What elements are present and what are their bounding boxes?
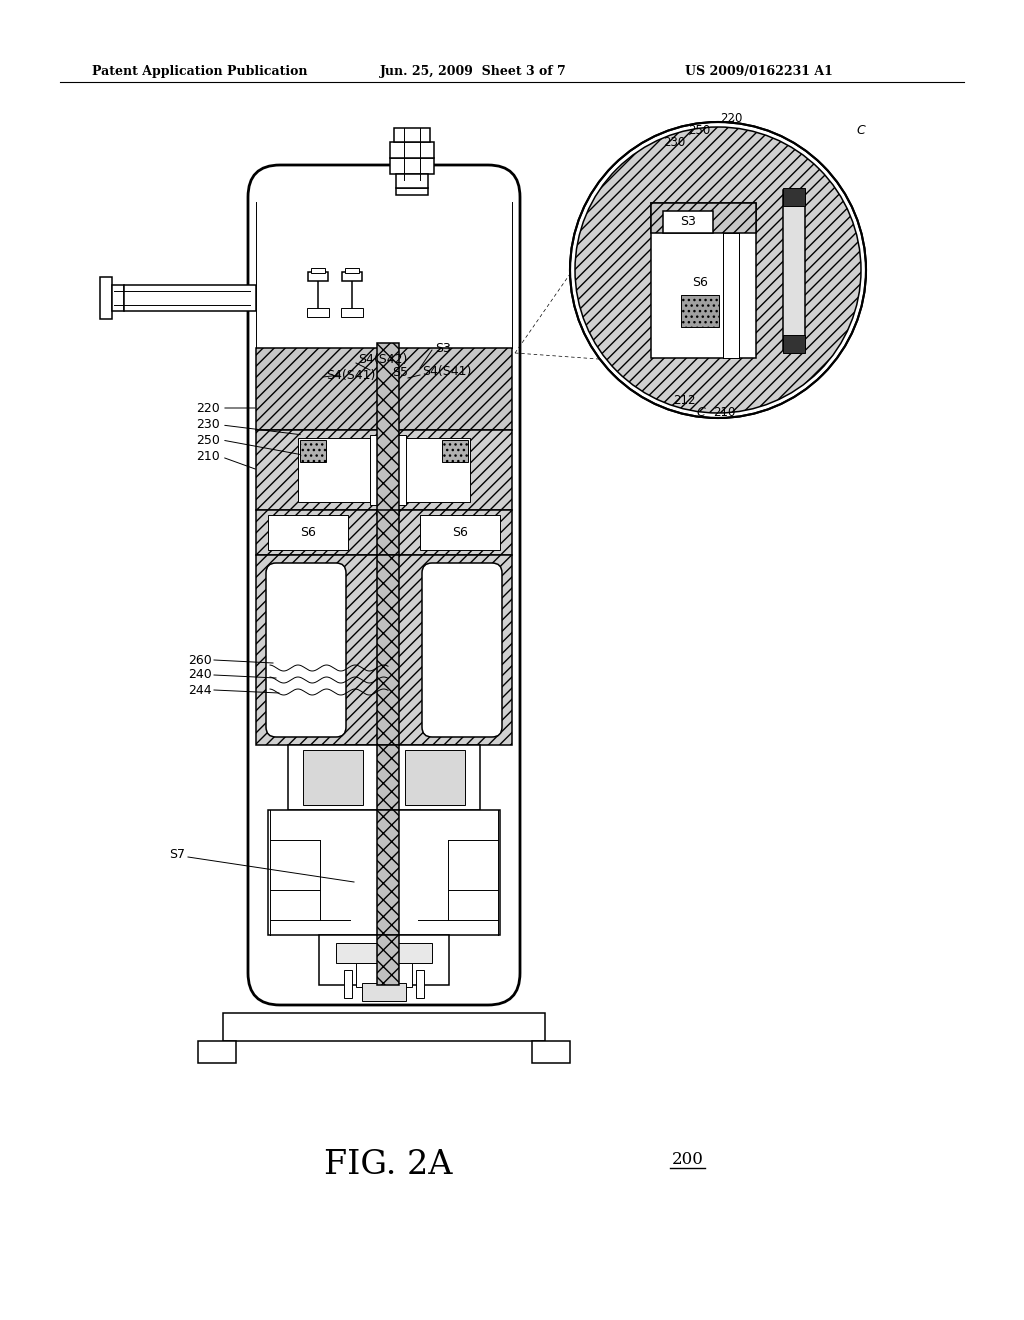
Text: 260: 260 [188,653,212,667]
Bar [345,268,359,273]
Text: 210: 210 [197,450,220,463]
Bar [124,285,256,312]
Bar [723,232,739,358]
FancyBboxPatch shape [422,564,502,737]
Text: S4(S41): S4(S41) [326,368,376,381]
Bar [783,190,805,350]
Bar [256,510,512,554]
Bar [198,1041,236,1063]
Bar [100,277,112,319]
Bar [663,210,713,232]
Text: 200: 200 [672,1151,703,1168]
Text: S4(S42): S4(S42) [358,354,408,367]
Bar [356,964,412,987]
Bar [362,983,406,1001]
Text: S7: S7 [169,849,185,862]
Bar [783,187,805,206]
Text: 212: 212 [673,393,695,407]
Bar [377,343,399,515]
Text: S6: S6 [692,276,708,289]
Bar [420,515,500,550]
FancyBboxPatch shape [266,564,346,737]
Bar [783,335,805,352]
Bar [288,744,480,810]
Text: S3: S3 [435,342,451,355]
Bar [377,935,399,985]
Bar [390,143,434,158]
Bar [303,750,362,805]
Bar [681,294,719,327]
Bar [268,810,500,935]
Bar [390,158,434,174]
Bar [112,285,124,312]
Bar [370,436,406,506]
Circle shape [575,127,861,413]
Bar [396,174,428,187]
Text: 244: 244 [188,684,212,697]
Text: S3: S3 [680,215,696,228]
Bar [342,272,362,281]
Bar [223,1012,545,1041]
Bar [377,744,399,810]
Text: C: C [696,407,705,420]
Text: FIG. 2A: FIG. 2A [324,1148,453,1181]
Bar [268,515,348,550]
Bar [311,268,325,273]
Bar [308,272,328,281]
Bar [298,438,470,502]
Text: 220: 220 [720,111,742,124]
Circle shape [570,121,866,418]
Text: Jun. 25, 2009  Sheet 3 of 7: Jun. 25, 2009 Sheet 3 of 7 [380,65,566,78]
Text: 210: 210 [713,407,735,420]
Text: S6: S6 [452,525,468,539]
Text: 220: 220 [197,401,220,414]
Bar [344,970,352,998]
Bar [394,128,430,143]
Text: 230: 230 [197,418,220,432]
Text: S4(S41): S4(S41) [422,366,471,379]
Bar [256,348,512,430]
Text: C: C [856,124,864,136]
Bar [442,440,468,462]
Text: 230: 230 [663,136,685,149]
Bar [336,942,432,964]
Text: 250: 250 [197,433,220,446]
Bar [406,750,465,805]
Bar [650,202,756,232]
FancyBboxPatch shape [248,165,520,1005]
Bar [377,554,399,744]
Text: S5: S5 [392,366,408,379]
Bar [256,554,512,744]
Bar [377,810,399,935]
Bar [396,187,428,195]
Bar [532,1041,570,1063]
Bar [377,510,399,554]
Text: 240: 240 [188,668,212,681]
Bar [319,935,449,985]
Text: Patent Application Publication: Patent Application Publication [92,65,307,78]
Bar [650,202,756,358]
Bar [307,308,329,317]
Bar [300,440,326,462]
Bar [341,308,362,317]
Bar [256,430,512,510]
Text: 250: 250 [688,124,711,136]
Text: S6: S6 [300,525,316,539]
Text: US 2009/0162231 A1: US 2009/0162231 A1 [685,65,833,78]
Bar [416,970,424,998]
